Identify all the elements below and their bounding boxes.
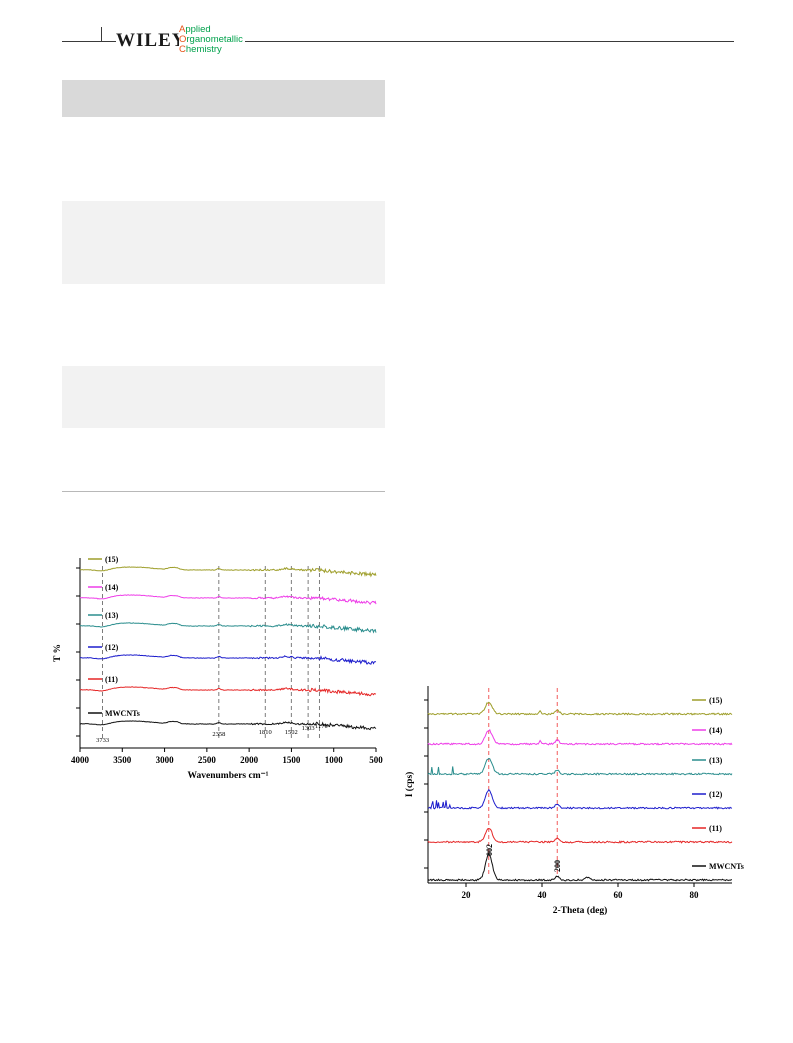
x-axis-label: Wavenumbers cm⁻¹: [188, 771, 269, 781]
series-line-3: [427, 788, 733, 810]
journal-line: Organometallic: [179, 34, 243, 45]
x-tick-label: 500: [369, 755, 383, 765]
peak-label: 002: [485, 844, 494, 856]
x-tick-label: 3000: [156, 755, 175, 765]
x-tick-label: 80: [690, 890, 700, 900]
series-line-1: [427, 729, 733, 746]
publisher-logo: WILEY: [116, 30, 188, 52]
series-line-2: [427, 757, 733, 776]
series-line-1: [79, 594, 377, 606]
header-rule: [62, 41, 734, 42]
x-tick-label: 60: [614, 890, 624, 900]
table-row-shaded: [62, 366, 385, 428]
x-tick-label: 3500: [113, 755, 131, 765]
series-line-4: [79, 686, 377, 697]
peak-annotation: 1170: [315, 723, 328, 730]
table-header-band: [62, 80, 385, 117]
legend-label: MWCNTs: [105, 709, 140, 718]
peak-annotation: 1303: [302, 725, 315, 732]
x-axis-label: 2-Theta (deg): [553, 905, 608, 916]
legend-label: (14): [709, 726, 723, 735]
xrd-chart: 20 40 60 80 2-Theta (deg) I (cps) 002 200 (15) (1…: [404, 686, 744, 916]
y-axis-label: T %: [53, 644, 63, 662]
legend-label: (11): [709, 824, 722, 833]
journal-line: Chemistry: [179, 44, 222, 55]
series-line-2: [79, 622, 377, 634]
legend-label: (13): [105, 611, 119, 620]
y-axis-label: I (cps): [404, 772, 415, 798]
peak-label: 200: [553, 860, 562, 872]
series-line-0: [79, 566, 377, 578]
peak-annotation: 2358: [212, 731, 225, 738]
header-tick: [101, 27, 102, 42]
series-line-5: [427, 852, 732, 882]
x-tick-label: 2000: [240, 755, 259, 765]
series-line-3: [80, 654, 377, 665]
x-tick-label: 4000: [71, 755, 90, 765]
ftir-chart: 4000 3500 3000 2500 2000 1500 1000 500 Wavenumbe…: [53, 555, 383, 781]
legend-label: (15): [709, 696, 723, 705]
peak-annotation: 3733: [96, 737, 109, 744]
table-row-shaded: [62, 201, 385, 284]
legend-label: (12): [105, 643, 119, 652]
peak-annotation: 1502: [285, 729, 298, 736]
x-tick-label: 2500: [198, 755, 217, 765]
x-tick-label: 20: [462, 890, 472, 900]
legend-label: (12): [709, 790, 723, 799]
series-line-0: [427, 701, 733, 716]
table-bottom-rule: [62, 491, 385, 492]
legend-label: MWCNTs: [709, 862, 744, 871]
series-line-5: [79, 720, 377, 731]
series-line-4: [427, 828, 733, 844]
journal-line: Applied: [179, 24, 211, 35]
legend-label: (11): [105, 675, 118, 684]
x-tick-label: 1000: [325, 755, 344, 765]
legend-label: (14): [105, 583, 119, 592]
legend-label: (13): [709, 756, 723, 765]
legend-label: (15): [105, 555, 119, 564]
x-tick-label: 1500: [282, 755, 301, 765]
x-tick-label: 40: [538, 890, 548, 900]
journal-logo: Applied Organometallic Chemistry: [179, 25, 245, 55]
peak-annotation: 1810: [259, 729, 272, 736]
